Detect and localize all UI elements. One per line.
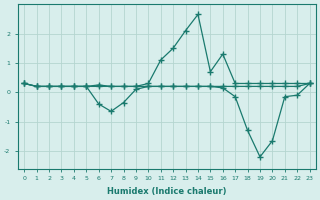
X-axis label: Humidex (Indice chaleur): Humidex (Indice chaleur)	[107, 187, 227, 196]
